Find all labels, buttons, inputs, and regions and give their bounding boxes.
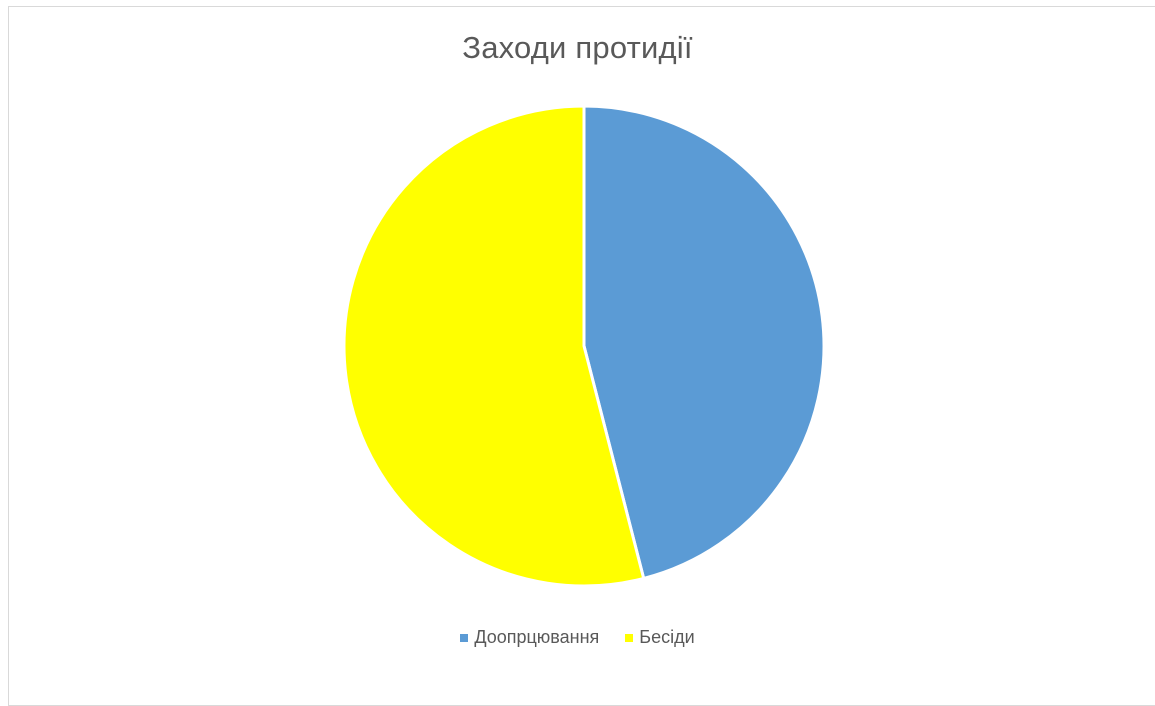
pie-chart [342, 104, 826, 588]
legend-item-besidy: Бесіди [625, 627, 695, 648]
pie-slice-doopracyuvannya [582, 104, 826, 580]
pie-slice-besidy [342, 104, 646, 588]
chart-legend: Доопрцювання Бесіди [0, 627, 1155, 648]
chart-title: Заходи протидії [462, 30, 693, 65]
legend-swatch-yellow [625, 633, 634, 642]
legend-label: Доопрцювання [474, 627, 600, 647]
legend-label: Бесіди [639, 627, 695, 647]
legend-item-doopracyuvannya: Доопрцювання [460, 627, 599, 648]
legend-swatch-blue [460, 633, 469, 642]
